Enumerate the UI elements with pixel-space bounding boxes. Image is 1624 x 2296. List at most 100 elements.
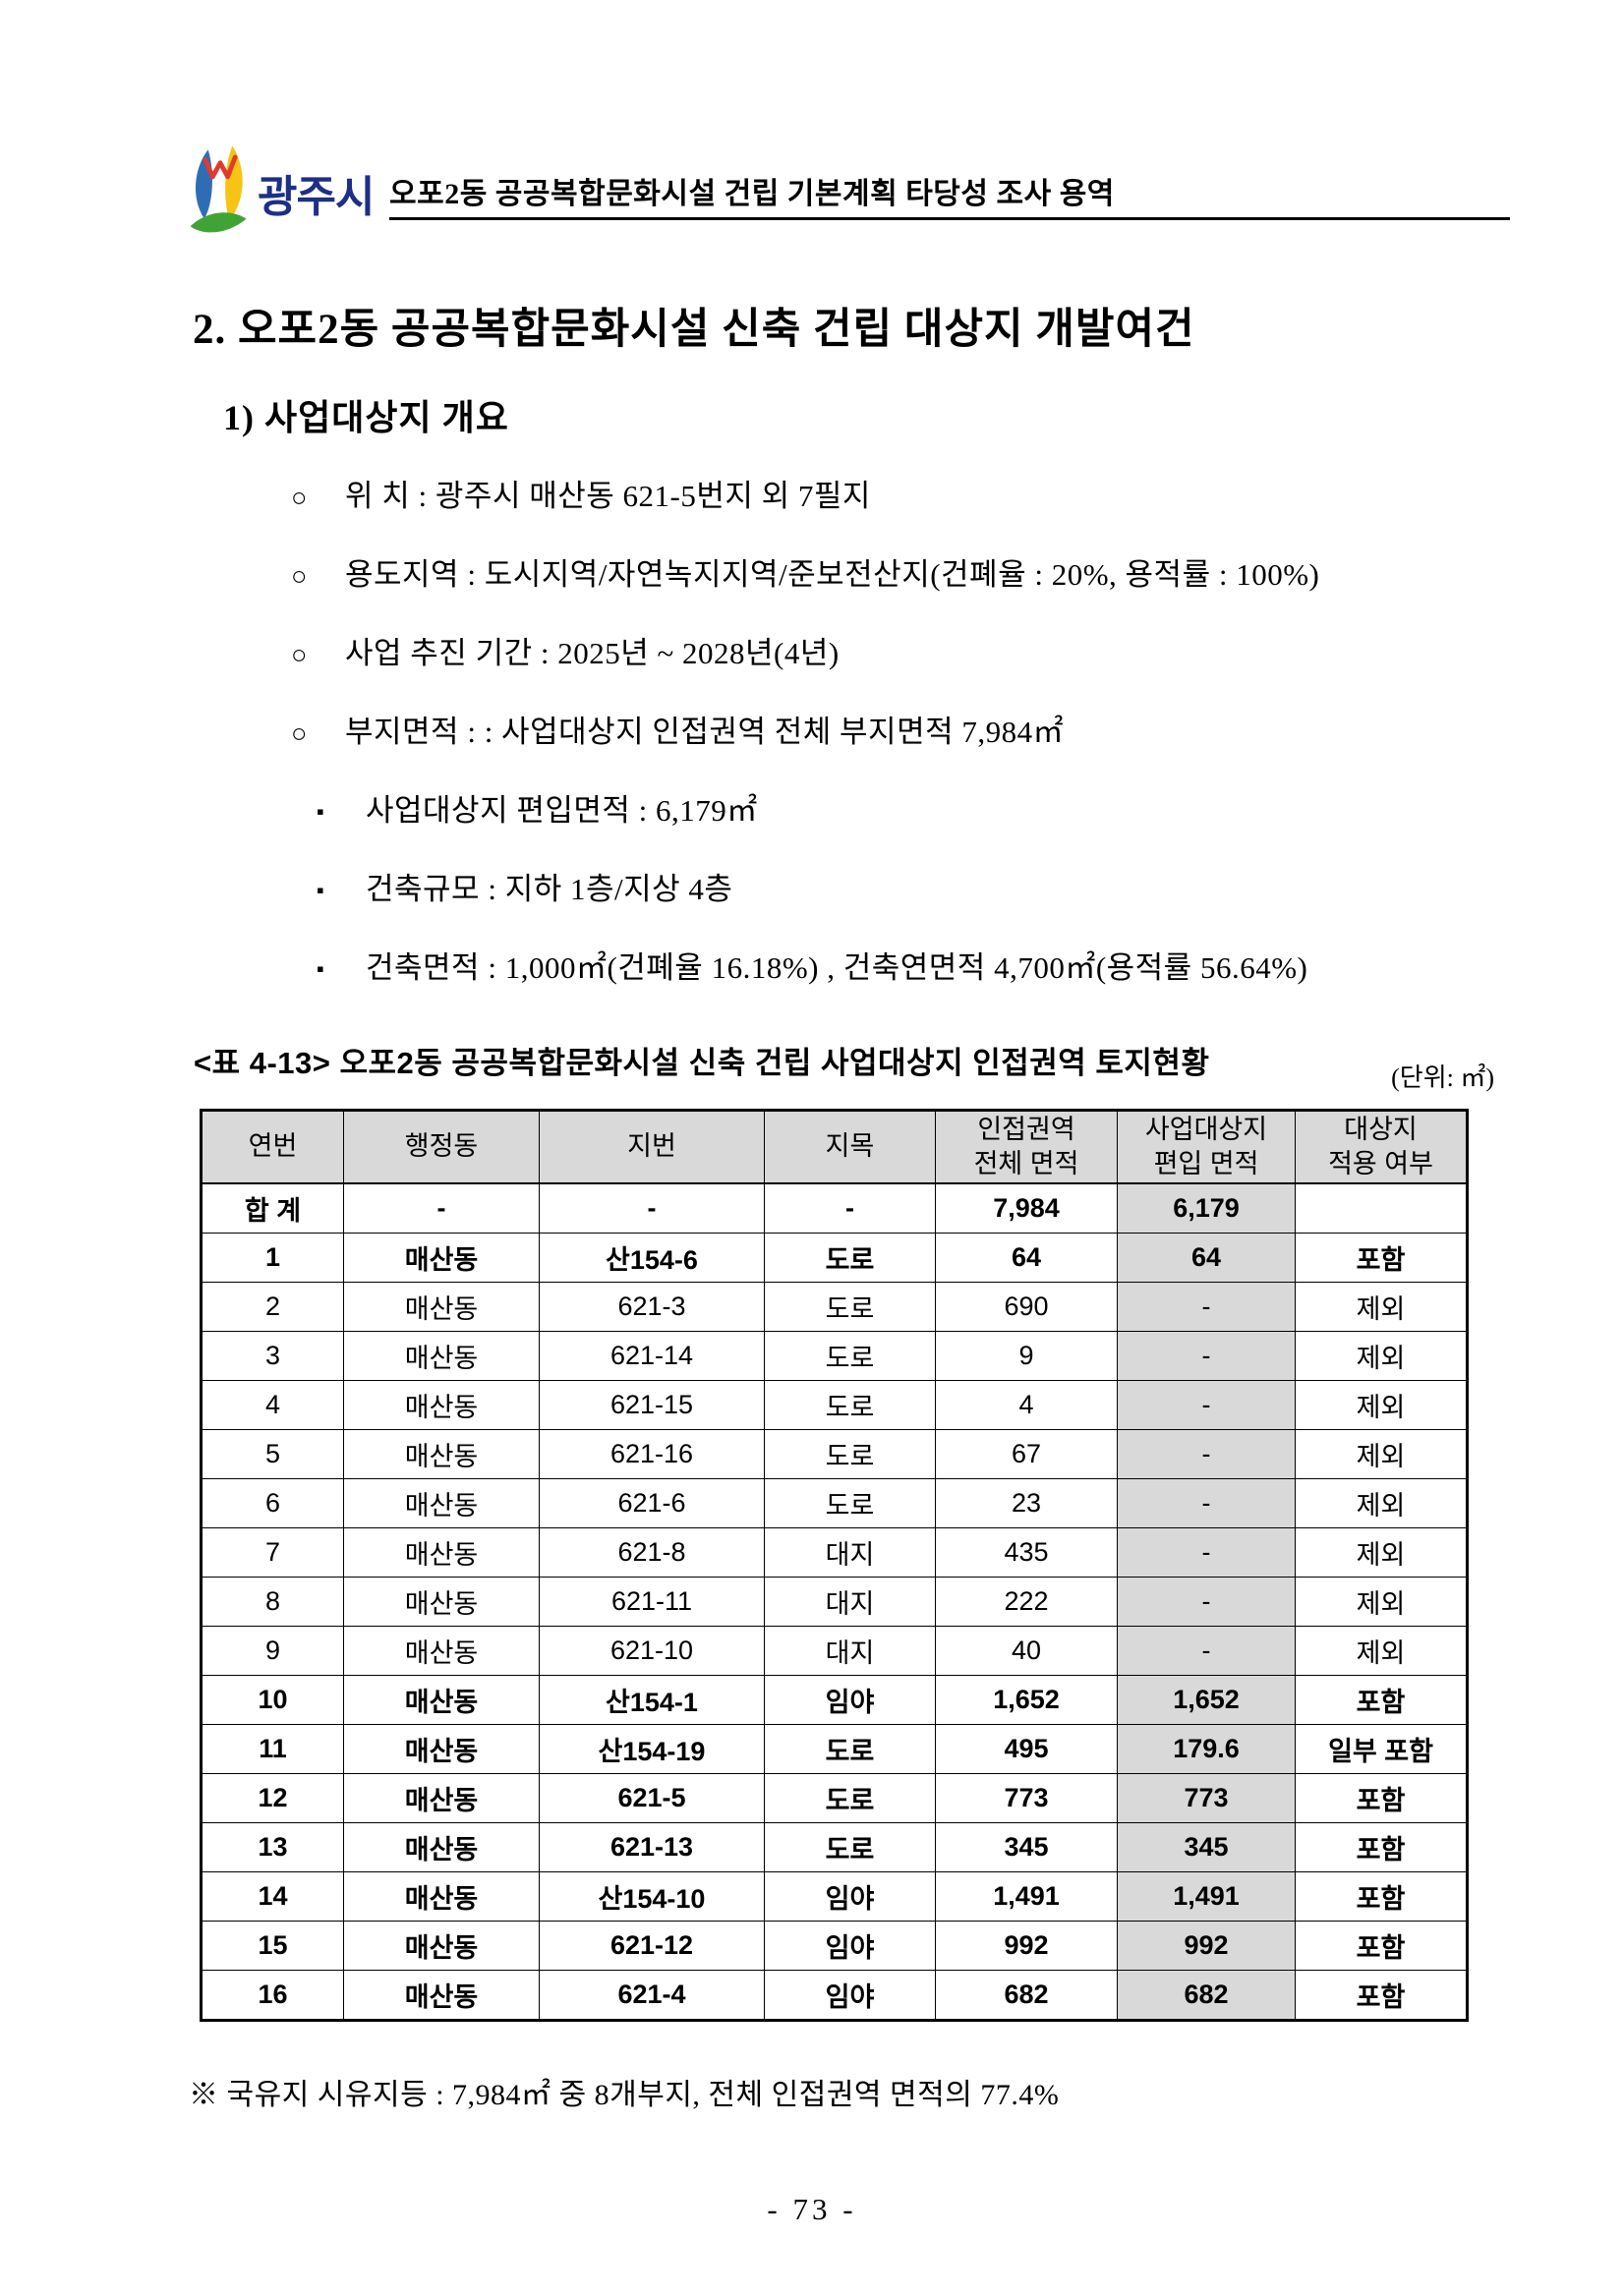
- table-cell: 매산동: [343, 1773, 540, 1823]
- table-cell: -: [343, 1182, 540, 1234]
- table-cell: 대지: [764, 1626, 936, 1676]
- table-cell: 임야: [764, 1970, 936, 2021]
- page-number: - 73 -: [767, 2192, 857, 2226]
- gwangju-city-logo-icon: [190, 145, 247, 233]
- table-cell: -: [1117, 1380, 1296, 1430]
- bullet-text: 사업 추진 기간 : 2025년 ~ 2028년(4년): [345, 636, 840, 670]
- table-cell: 23: [935, 1478, 1118, 1528]
- table-cell: 621-4: [539, 1970, 765, 2021]
- table-cell: 345: [935, 1822, 1118, 1872]
- table-cell: 도로: [764, 1282, 936, 1332]
- table-cell: 64: [1117, 1233, 1296, 1283]
- table-row: 4 매산동 621-15 도로 4- 제외: [201, 1380, 1468, 1430]
- table-cell: 222: [935, 1577, 1118, 1627]
- table-cell: 포함: [1295, 1822, 1468, 1872]
- table-row: 10 매산동 산154-1 임야 1,652 1,652 포함: [201, 1675, 1468, 1725]
- table-row: 3 매산동 621-14 도로 9- 제외: [201, 1331, 1468, 1381]
- overview-bullet-list: ○ 위 치 : 광주시 매산동 621-5번지 외 7필지 ○ 용도지역 : 도시지역…: [0, 480, 1624, 1030]
- table-cell: -: [1117, 1527, 1296, 1578]
- table-cell: 제외: [1295, 1331, 1468, 1381]
- table-cell: -: [1117, 1331, 1296, 1381]
- table-cell: -: [539, 1182, 765, 1234]
- bullet-item: ○ 부지면적 : : 사업대상지 인접권역 전체 부지면적 7,984㎡: [0, 715, 1624, 749]
- table-cell: 포함: [1295, 1921, 1468, 1971]
- header-project-title: 오포2동 공공복합문화시설 건립 기본계획 타당성 조사 용역: [389, 178, 1115, 210]
- table-cell: 포함: [1295, 1871, 1468, 1922]
- table-cell: 매산동: [343, 1233, 540, 1283]
- table-cell: 포함: [1295, 1970, 1468, 2021]
- table-row: 11 매산동 산154-19 도로 495 179.6 일부 포함: [201, 1724, 1468, 1774]
- bullet-marker: ○: [291, 718, 308, 748]
- section-title: 2. 오포2동 공공복합문화시설 신축 건립 대상지 개발여건: [193, 307, 1195, 353]
- table-cell: 제외: [1295, 1380, 1468, 1430]
- table-cell: 11: [201, 1724, 344, 1774]
- table-unit-label: (단위: ㎡): [1391, 1063, 1494, 1092]
- table-cell: 7: [201, 1527, 344, 1578]
- bullet-item: ▪ 사업대상지 편입면적 : 6,179㎡: [0, 793, 1624, 828]
- bullet-text: 위 치 : 광주시 매산동 621-5번지 외 7필지: [345, 479, 871, 513]
- table-cell: 67: [935, 1429, 1118, 1479]
- table-cell: 임야: [764, 1871, 936, 1922]
- col-header-land-category: 지목: [764, 1110, 936, 1184]
- table-cell: 임야: [764, 1675, 936, 1725]
- bullet-item: ○ 용도지역 : 도시지역/자연녹지지역/준보전산지(건폐율 : 20%, 용적률…: [0, 558, 1624, 591]
- table-cell: 매산동: [343, 1527, 540, 1578]
- table-cell: 도로: [764, 1478, 936, 1528]
- bullet-item: ○ 사업 추진 기간 : 2025년 ~ 2028년(4년): [0, 636, 1624, 670]
- table-cell: 제외: [1295, 1478, 1468, 1528]
- table-cell: 621-15: [539, 1380, 765, 1430]
- table-cell: 포함: [1295, 1233, 1468, 1283]
- table-cell: 6: [201, 1478, 344, 1528]
- table-cell: 1,652: [1117, 1675, 1296, 1725]
- table-cell: 1,652: [935, 1675, 1118, 1725]
- table-footnote: ※ 국유지 시유지등 : 7,984㎡ 중 8개부지, 전체 인접권역 면적의 …: [189, 2079, 1060, 2111]
- table-cell: 621-5: [539, 1773, 765, 1823]
- table-cell: 매산동: [343, 1871, 540, 1922]
- table-cell: 일부 포함: [1295, 1724, 1468, 1774]
- table-cell: 포함: [1295, 1675, 1468, 1725]
- bullet-marker: ○: [291, 561, 308, 591]
- table-cell: 9: [201, 1626, 344, 1676]
- col-header-applied: 대상지 적용 여부: [1295, 1110, 1468, 1184]
- table-cell: 7,984: [935, 1182, 1118, 1234]
- table-cell: 6,179: [1117, 1182, 1296, 1234]
- table-cell: 690: [935, 1282, 1118, 1332]
- table-row: 6 매산동 621-6 도로 23- 제외: [201, 1478, 1468, 1528]
- bullet-text: 건축규모 : 지하 1층/지상 4층: [366, 872, 733, 906]
- bullet-marker: ▪: [317, 878, 324, 902]
- table-cell: 도로: [764, 1773, 936, 1823]
- table-cell: -: [764, 1182, 936, 1234]
- table-row: 2 매산동 621-3 도로 690- 제외: [201, 1282, 1468, 1332]
- bullet-marker: ▪: [317, 956, 324, 981]
- table-cell: 15: [201, 1921, 344, 1971]
- table-cell: [1295, 1182, 1468, 1234]
- table-cell: 621-8: [539, 1527, 765, 1578]
- table-cell: 1: [201, 1233, 344, 1283]
- col-header-lot-number: 지번: [539, 1110, 765, 1184]
- table-cell: 1,491: [1117, 1871, 1296, 1922]
- table-cell: 8: [201, 1577, 344, 1627]
- table-cell: 40: [935, 1626, 1118, 1676]
- bullet-marker: ▪: [317, 799, 324, 824]
- table-cell: 14: [201, 1871, 344, 1922]
- table-cell: -: [1117, 1478, 1296, 1528]
- table-cell: 매산동: [343, 1626, 540, 1676]
- table-cell: 도로: [764, 1380, 936, 1430]
- table-row: 14 매산동 산154-10 임야 1,491 1,491 포함: [201, 1871, 1468, 1922]
- table-cell: 매산동: [343, 1921, 540, 1971]
- table-cell: 435: [935, 1527, 1118, 1578]
- table-cell: 2: [201, 1282, 344, 1332]
- land-status-table: 연번 행정동 지번 지목 인접권역 전체 면적 사업대상지 편입 면적 대상지 …: [200, 1109, 1469, 2022]
- table-cell: 도로: [764, 1822, 936, 1872]
- table-cell: 4: [201, 1380, 344, 1430]
- bullet-text: 부지면적 : : 사업대상지 인접권역 전체 부지면적 7,984㎡: [345, 715, 1065, 749]
- table-cell: 산154-1: [539, 1675, 765, 1725]
- table-cell: 도로: [764, 1331, 936, 1381]
- col-header-included-area: 사업대상지 편입 면적: [1117, 1110, 1296, 1184]
- table-cell: 제외: [1295, 1527, 1468, 1578]
- bullet-text: 사업대상지 편입면적 : 6,179㎡: [366, 793, 758, 828]
- table-cell: 16: [201, 1970, 344, 2021]
- table-cell: 12: [201, 1773, 344, 1823]
- table-cell: 3: [201, 1331, 344, 1381]
